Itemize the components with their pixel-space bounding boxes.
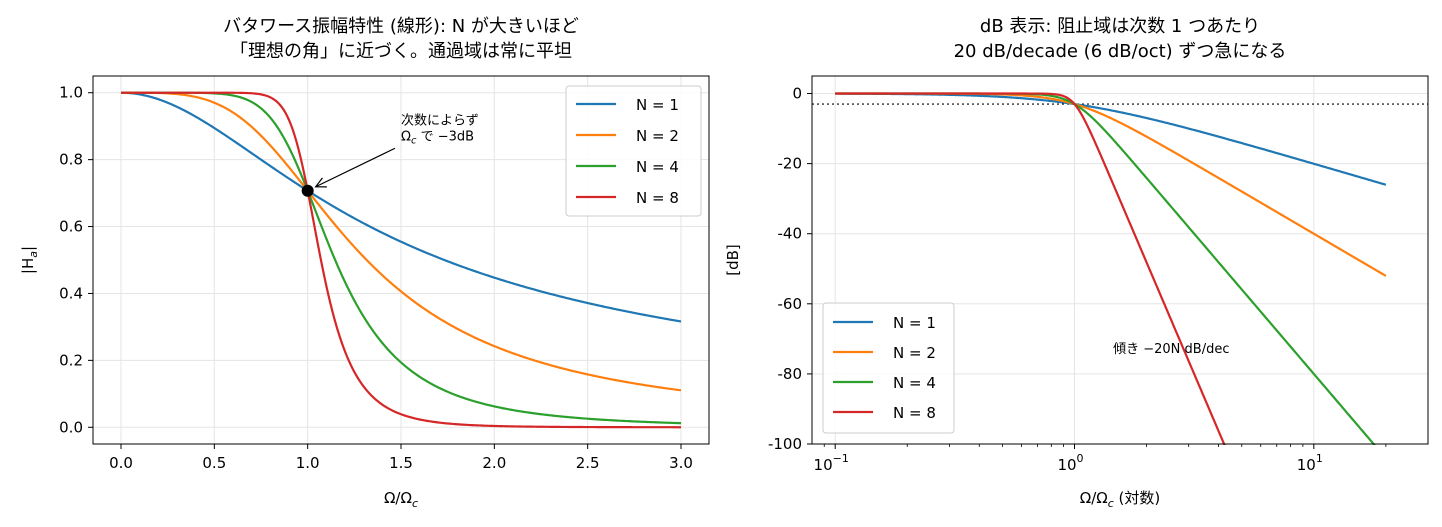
right-xlabel-main: Ω/Ω xyxy=(1080,489,1108,507)
right-chart-x-axis-label: Ω/Ωc (対数) xyxy=(1080,489,1161,510)
left-chart-annotation: 次数によらず Ωc で −3dB xyxy=(301,112,479,197)
right-chart-title-line1: dB 表示: 阻止域は次数 1 つあたり xyxy=(980,16,1260,37)
left-y-tick-label: 1.0 xyxy=(59,84,83,102)
annotation-text-line2: Ωc で −3dB xyxy=(401,129,474,146)
left-chart-series-lines xyxy=(120,91,682,429)
legend-label: N = 4 xyxy=(893,374,936,392)
left-ylabel-main: |H xyxy=(19,258,37,274)
left-chart-legend: N = 1 N = 2 N = 4 N = 8 xyxy=(565,85,702,217)
legend-label: N = 2 xyxy=(893,344,936,362)
left-xlabel-main: Ω/Ω xyxy=(384,489,412,507)
right-y-tick-label: -100 xyxy=(768,435,802,453)
left-x-tick-label: 2.0 xyxy=(482,454,506,472)
right-chart-series-lines xyxy=(835,92,1387,447)
legend-label: N = 2 xyxy=(636,127,679,145)
right-y-tick-label: -80 xyxy=(778,365,803,383)
left-series-line xyxy=(121,91,681,429)
left-xlabel-subscript: c xyxy=(412,497,418,510)
right-chart: dB 表示: 阻止域は次数 1 つあたり 20 dB/decade (6 dB/… xyxy=(724,16,1430,527)
left-series-line xyxy=(120,91,682,323)
right-x-tick-exponent: 1 xyxy=(1316,452,1323,465)
left-x-tick-label: 1.5 xyxy=(389,454,413,472)
annotation-omega: Ω xyxy=(401,129,411,144)
annotation-minus3db-text: で −3dB xyxy=(416,129,474,144)
right-y-tick-label: -40 xyxy=(778,225,803,243)
left-chart-title-line1: バタワース振幅特性 (線形): N が大きいほど xyxy=(223,16,579,37)
right-series-line xyxy=(835,92,1387,186)
right-chart-plot-frame xyxy=(811,75,1429,445)
left-legend-frame xyxy=(565,85,702,217)
left-chart-title-line2: 「理想の角」に近づく。通過域は常に平坦 xyxy=(230,41,572,62)
annotation-omega-subscript: c xyxy=(411,135,417,146)
left-x-tick-label: 1.0 xyxy=(296,454,320,472)
right-chart-title-line2: 20 dB/decade (6 dB/oct) ずつ急になる xyxy=(954,41,1287,62)
left-y-tick-label: 0.6 xyxy=(59,218,83,236)
left-chart: バタワース振幅特性 (線形): N が大きいほど 「理想の角」に近づく。通過域は… xyxy=(19,16,710,510)
left-x-tick-label: 2.5 xyxy=(576,454,600,472)
legend-label: N = 8 xyxy=(893,404,936,422)
left-ylabel-end: | xyxy=(19,246,37,251)
right-legend-entries: N = 1 N = 2 N = 4 N = 8 xyxy=(833,314,936,422)
left-x-tick-label: 0.0 xyxy=(109,454,133,472)
left-chart-x-axis-label: Ω/Ωc xyxy=(384,489,418,510)
right-chart-y-axis-label: [dB] xyxy=(724,244,742,276)
left-y-tick-label: 0.8 xyxy=(59,151,83,169)
annotation-text-line1: 次数によらず xyxy=(401,112,479,128)
left-legend-entries: N = 1 N = 2 N = 4 N = 8 xyxy=(576,96,679,207)
left-chart-y-axis-label: |Ha| xyxy=(19,246,40,274)
right-y-tick-label: -20 xyxy=(778,155,803,173)
annotation-arrow-head xyxy=(314,177,327,188)
left-ylabel-subscript: a xyxy=(27,251,40,258)
right-legend-frame xyxy=(822,302,955,434)
right-x-tick-exponent: −1 xyxy=(833,452,849,465)
right-xlabel-subscript: c xyxy=(1108,497,1114,510)
right-series-line xyxy=(835,92,1226,447)
left-y-tick-label: 0.4 xyxy=(59,284,83,302)
right-y-tick-label: -60 xyxy=(778,295,803,313)
left-y-tick-label: 0.2 xyxy=(59,351,83,369)
left-x-tick-label: 3.0 xyxy=(669,454,693,472)
right-xlabel-rest: (対数) xyxy=(1114,489,1160,507)
left-y-tick-label: 0.0 xyxy=(59,418,83,436)
left-x-tick-label: 0.5 xyxy=(202,454,226,472)
left-series-line xyxy=(121,91,682,392)
left-chart-plot-frame xyxy=(92,75,710,445)
right-y-tick-label: 0 xyxy=(792,85,802,103)
minus-3db-marker-point xyxy=(301,184,314,197)
left-chart-ticks: 0.0 0.5 1.0 1.5 2.0 2.5 3.0 0.0 0.2 0.4 0.6 0.8 1.0 xyxy=(59,84,693,472)
legend-label: N = 4 xyxy=(636,158,679,176)
right-x-tick-exponent: 0 xyxy=(1077,452,1084,465)
legend-label: N = 1 xyxy=(893,314,936,332)
right-chart-clip-mask-bottom xyxy=(814,445,1430,527)
slope-annotation: 傾き −20N dB/dec xyxy=(1113,342,1229,357)
annotation-arrow-line xyxy=(315,147,396,188)
right-series-line xyxy=(835,92,1387,277)
legend-label: N = 8 xyxy=(636,189,679,207)
right-chart-legend: N = 1 N = 2 N = 4 N = 8 xyxy=(822,302,955,434)
legend-label: N = 1 xyxy=(636,96,679,114)
